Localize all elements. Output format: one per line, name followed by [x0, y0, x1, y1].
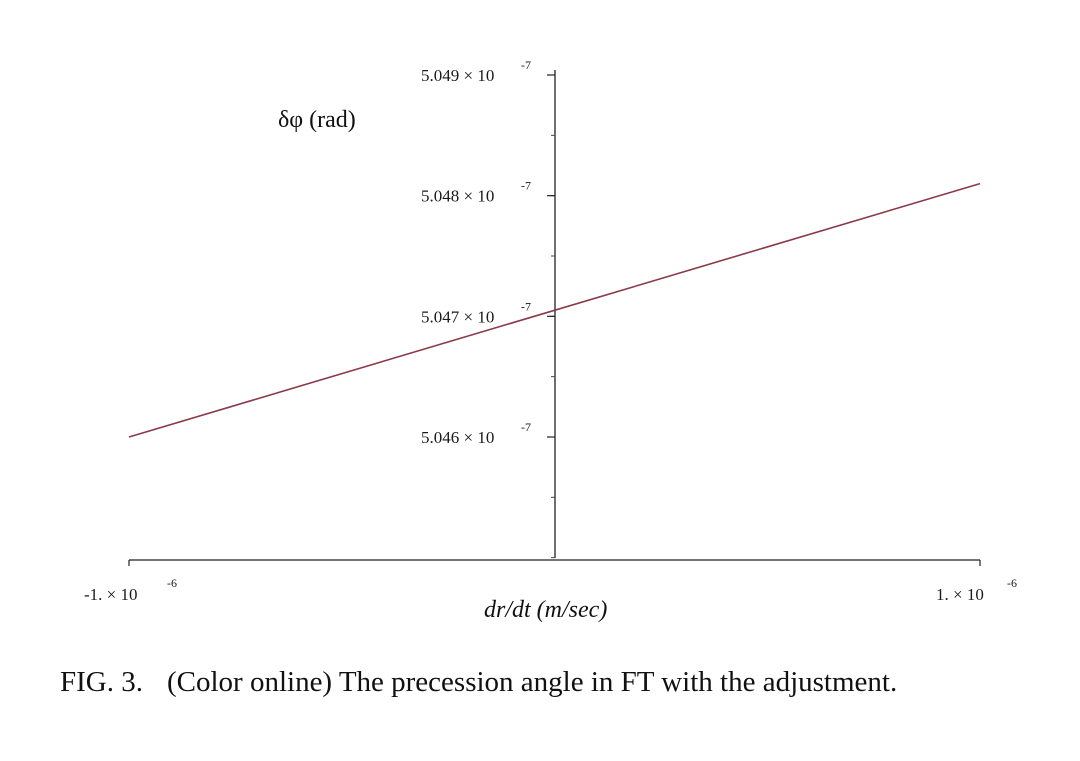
- x-tick-exponent: -6: [167, 576, 177, 590]
- y-tick-exponent: -7: [521, 299, 531, 313]
- caption-text: (Color online) The precession angle in F…: [166, 666, 898, 698]
- y-axis: 5.046 × 10 -7 5.047 × 10 -7 5.048 × 10 -7 5.04…: [421, 58, 556, 559]
- x-axis-label: dr/dt (m/sec): [484, 597, 607, 623]
- x-tick-label: 1. × 10: [936, 585, 984, 604]
- x-axis: -1. × 10 -6 1. × 10 -6: [84, 559, 1017, 604]
- series-layer: [128, 182, 981, 438]
- y-tick-label: 5.048 × 10: [421, 187, 494, 206]
- y-tick-label: 5.047 × 10: [421, 307, 494, 326]
- y-tick-exponent: -7: [521, 179, 531, 193]
- y-tick-label: 5.049 × 10: [421, 66, 494, 85]
- x-tick-exponent: -6: [1007, 576, 1017, 590]
- series-line: [128, 182, 981, 438]
- y-axis-label: δφ (rad): [278, 107, 356, 133]
- figure-number: FIG. 3.: [60, 666, 143, 698]
- figure-caption: FIG. 3. (Color online) The precession ang…: [60, 666, 897, 699]
- y-tick-exponent: -7: [521, 58, 531, 72]
- y-tick-exponent: -7: [521, 420, 531, 434]
- x-tick-label: -1. × 10: [84, 585, 138, 604]
- y-tick-label: 5.046 × 10: [421, 428, 494, 447]
